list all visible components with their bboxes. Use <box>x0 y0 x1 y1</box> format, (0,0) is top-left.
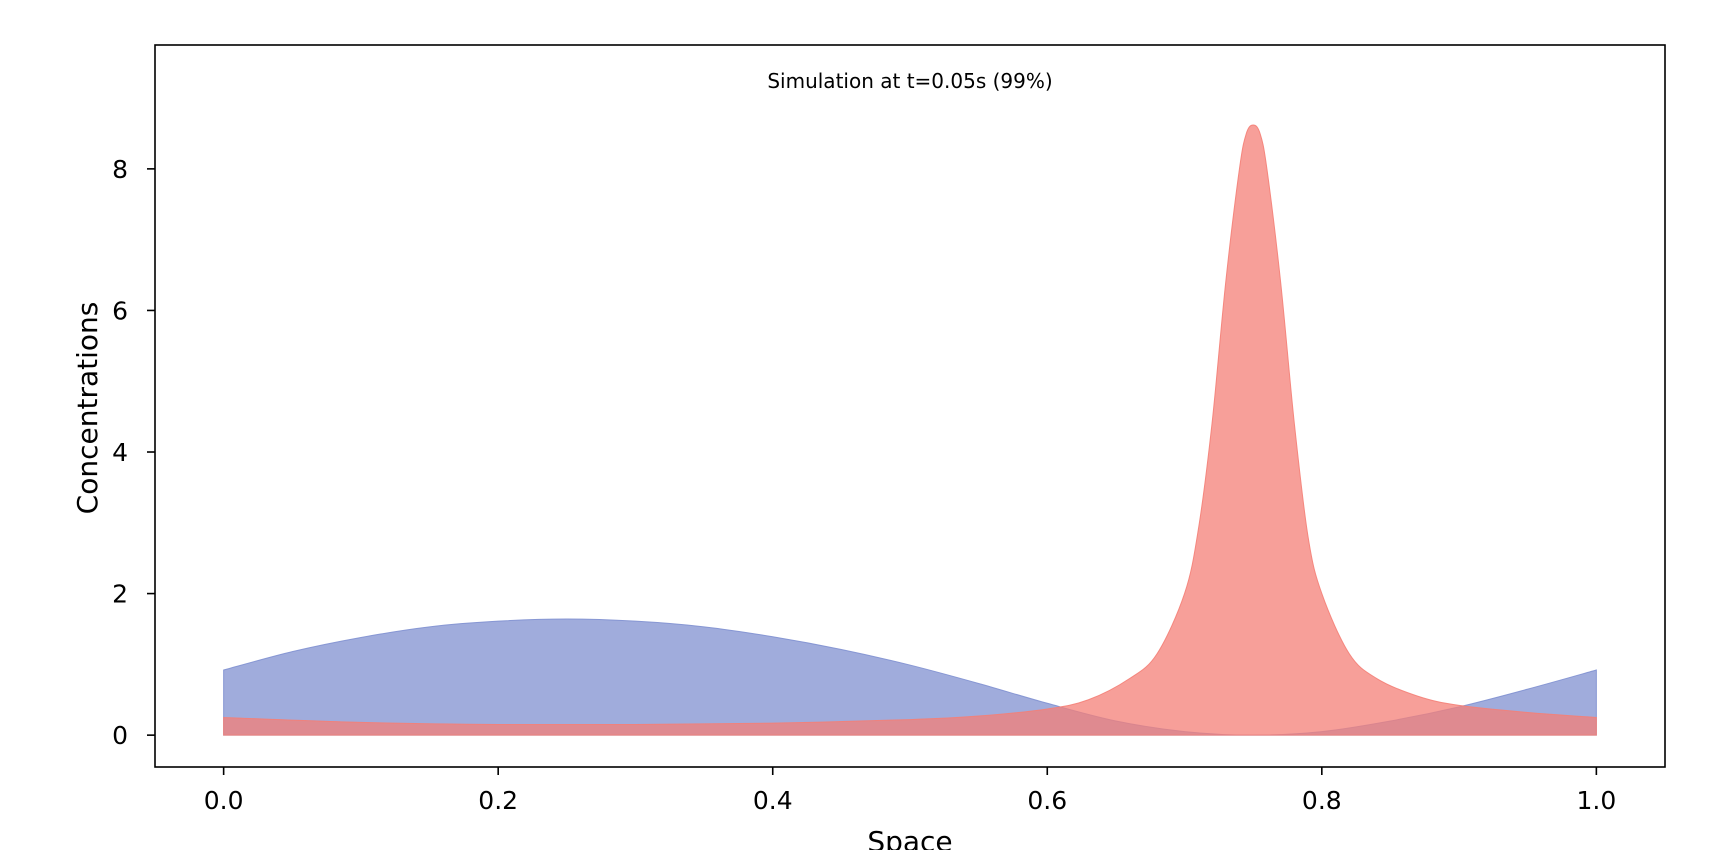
y-tick-label: 8 <box>112 155 128 184</box>
x-tick-label: 0.8 <box>1302 786 1342 815</box>
x-tick-label: 1.0 <box>1576 786 1616 815</box>
x-tick-label: 0.2 <box>478 786 518 815</box>
y-axis-label: Concentrations <box>71 302 104 515</box>
y-tick-label: 0 <box>112 721 128 750</box>
y-tick-label: 6 <box>112 296 128 325</box>
y-axis: 0 2 4 6 8 <box>112 155 155 750</box>
x-axis: 0.0 0.2 0.4 0.6 0.8 1.0 <box>204 767 1616 815</box>
series-layer <box>223 124 1597 736</box>
x-axis-label: Space <box>867 825 952 850</box>
y-tick-label: 2 <box>112 580 128 609</box>
x-tick-label: 0.0 <box>204 786 244 815</box>
series-2-area <box>223 124 1597 736</box>
y-tick-label: 4 <box>112 438 128 467</box>
x-tick-label: 0.4 <box>753 786 793 815</box>
chart-title: Simulation at t=0.05s (99%) <box>767 69 1052 93</box>
x-tick-label: 0.6 <box>1027 786 1067 815</box>
plot-frame <box>154 44 1666 768</box>
